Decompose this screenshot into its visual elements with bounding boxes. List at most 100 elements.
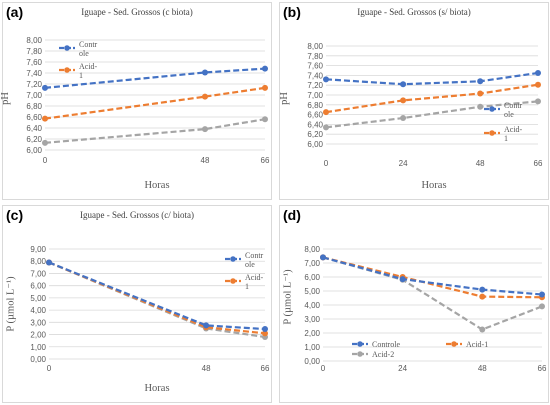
- series-line-controle: [48, 261, 266, 331]
- y-tick-label: 8,00: [304, 245, 320, 254]
- series-line-controle: [325, 71, 539, 86]
- legend-marker: [451, 341, 457, 347]
- data-point-acid-2: [477, 103, 484, 110]
- x-tick-label: 48: [478, 364, 487, 373]
- x-axis-label: Horas: [144, 180, 170, 191]
- y-axis-label: pH: [0, 92, 11, 105]
- data-point-controle: [535, 69, 541, 76]
- x-tick-label: 66: [261, 156, 270, 165]
- y-tick-label: 1,00: [304, 343, 320, 352]
- series-line-acid-1: [44, 86, 266, 120]
- y-tick-label: 4,00: [304, 301, 320, 310]
- data-point-controle: [46, 259, 52, 266]
- y-tick-label: 4,00: [30, 306, 46, 315]
- data-point-controle: [262, 326, 268, 333]
- x-tick-label: 66: [538, 364, 547, 373]
- chart-plot-d: 0,00 1,00 2,00 3,00 4,00 5,00 6,00 7,00 8,00 0 24 4…: [304, 245, 547, 373]
- series-line-controle: [322, 256, 543, 296]
- series-line-controle: [44, 67, 266, 89]
- y-tick-label: 6,00: [304, 273, 320, 282]
- y-axis-label: pH: [278, 92, 290, 105]
- data-point-acid-2: [42, 139, 48, 146]
- y-tick-label: 6,20: [26, 135, 42, 144]
- y-tick-label: 6,00: [307, 140, 323, 149]
- series-line-acid-1: [325, 83, 539, 114]
- data-point-controle: [400, 81, 407, 88]
- y-tick-label: 3,00: [30, 318, 46, 327]
- data-point-acid-1: [535, 81, 541, 88]
- data-point-acid-2: [535, 98, 541, 105]
- data-point-acid-1: [42, 115, 48, 122]
- legend-marker: [357, 341, 363, 347]
- x-tick-label: 0: [321, 364, 326, 373]
- chart-plot-b: 6,006,206,406,606,807,007,207,407,607,80…: [307, 42, 543, 168]
- data-point-acid-1: [400, 97, 407, 104]
- chart-plot-a: 6,00 6,20 6,40 6,60 6,80 7,00 7,20 7,40 7,60 7,80…: [26, 36, 270, 165]
- y-tick-label: 2,00: [30, 331, 46, 340]
- y-tick-label: 0,00: [30, 355, 46, 364]
- y-tick-label: 7,40: [26, 69, 42, 78]
- chart-panel-d: 0,00 1,00 2,00 3,00 4,00 5,00 6,00 7,00 8,00 0 24 4…: [279, 205, 549, 403]
- chart-title: Iguape - Sed. Grossos (c biota): [81, 7, 193, 17]
- legend-marker: [64, 67, 70, 73]
- data-point-acid-1: [262, 330, 268, 337]
- x-tick-label: 0: [324, 159, 329, 168]
- y-tick-label: 7,20: [307, 81, 323, 90]
- data-point-acid-2: [323, 124, 329, 131]
- y-tick-label: 6,60: [307, 111, 323, 120]
- y-tick-label: 7,00: [26, 91, 42, 100]
- x-axis-label: Horas: [421, 180, 447, 191]
- y-tick-label: 7,60: [307, 62, 323, 71]
- legend-label: Acid-1: [466, 340, 488, 349]
- data-point-acid-2: [539, 303, 545, 310]
- x-tick-label: 0: [43, 156, 48, 165]
- legend-marker: [489, 130, 495, 136]
- legend-label: Acid-2: [372, 350, 394, 359]
- data-point-controle: [539, 291, 545, 298]
- y-tick-label: 7,00: [307, 91, 323, 100]
- y-tick-label: 5,00: [30, 294, 46, 303]
- y-tick-label: 7,00: [304, 259, 320, 268]
- legend-marker: [230, 278, 236, 284]
- y-tick-label: 7,80: [307, 52, 323, 61]
- y-tick-label: 0,00: [304, 357, 320, 366]
- y-tick-label: 7,20: [26, 80, 42, 89]
- y-tick-label: 6,80: [307, 101, 323, 110]
- y-tick-label: 8,00: [30, 257, 46, 266]
- data-point-controle: [203, 322, 210, 329]
- y-tick-label: 6,40: [26, 124, 42, 133]
- x-tick-label: 0: [47, 364, 52, 373]
- panel-label: (c): [6, 207, 24, 223]
- chart-panel-c: 0,00 1,00 2,00 3,00 4,00 5,00 6,00 7,00 8,00 9,00…: [2, 205, 272, 403]
- legend-label: Controle: [372, 340, 400, 349]
- y-tick-label: 9,00: [30, 245, 46, 254]
- legend-marker: [64, 45, 70, 51]
- y-tick-label: 3,00: [304, 315, 320, 324]
- data-point-controle: [477, 78, 484, 85]
- y-tick-label: 8,00: [307, 42, 323, 51]
- x-tick-label: 24: [398, 364, 407, 373]
- y-tick-label: 1,00: [30, 343, 46, 352]
- panel-label: (d): [283, 207, 301, 223]
- data-point-controle: [202, 69, 208, 76]
- y-tick-label: 5,00: [304, 287, 320, 296]
- data-point-controle: [323, 76, 329, 83]
- x-axis-label: Horas: [144, 383, 170, 394]
- chart-plot-c: 0,00 1,00 2,00 3,00 4,00 5,00 6,00 7,00 8,00 9,00…: [30, 245, 270, 373]
- legend-marker: [230, 256, 236, 262]
- y-tick-label: 8,00: [26, 36, 42, 45]
- data-point-acid-1: [479, 293, 486, 300]
- chart-panel-a: 6,00 6,20 6,40 6,60 6,80 7,00 7,20 7,40 7,60 7,80…: [0, 2, 272, 200]
- y-tick-label: 6,00: [30, 282, 46, 291]
- data-point-acid-2: [262, 116, 268, 123]
- data-point-acid-1: [262, 84, 268, 91]
- data-point-controle: [42, 84, 48, 91]
- legend-label: Acid-1: [245, 273, 264, 291]
- y-tick-label: 2,00: [304, 329, 320, 338]
- y-tick-label: 6,80: [26, 102, 42, 111]
- legend-label: Acid-1: [79, 62, 98, 80]
- data-point-controle: [320, 254, 326, 261]
- y-tick-label: 7,00: [30, 269, 46, 278]
